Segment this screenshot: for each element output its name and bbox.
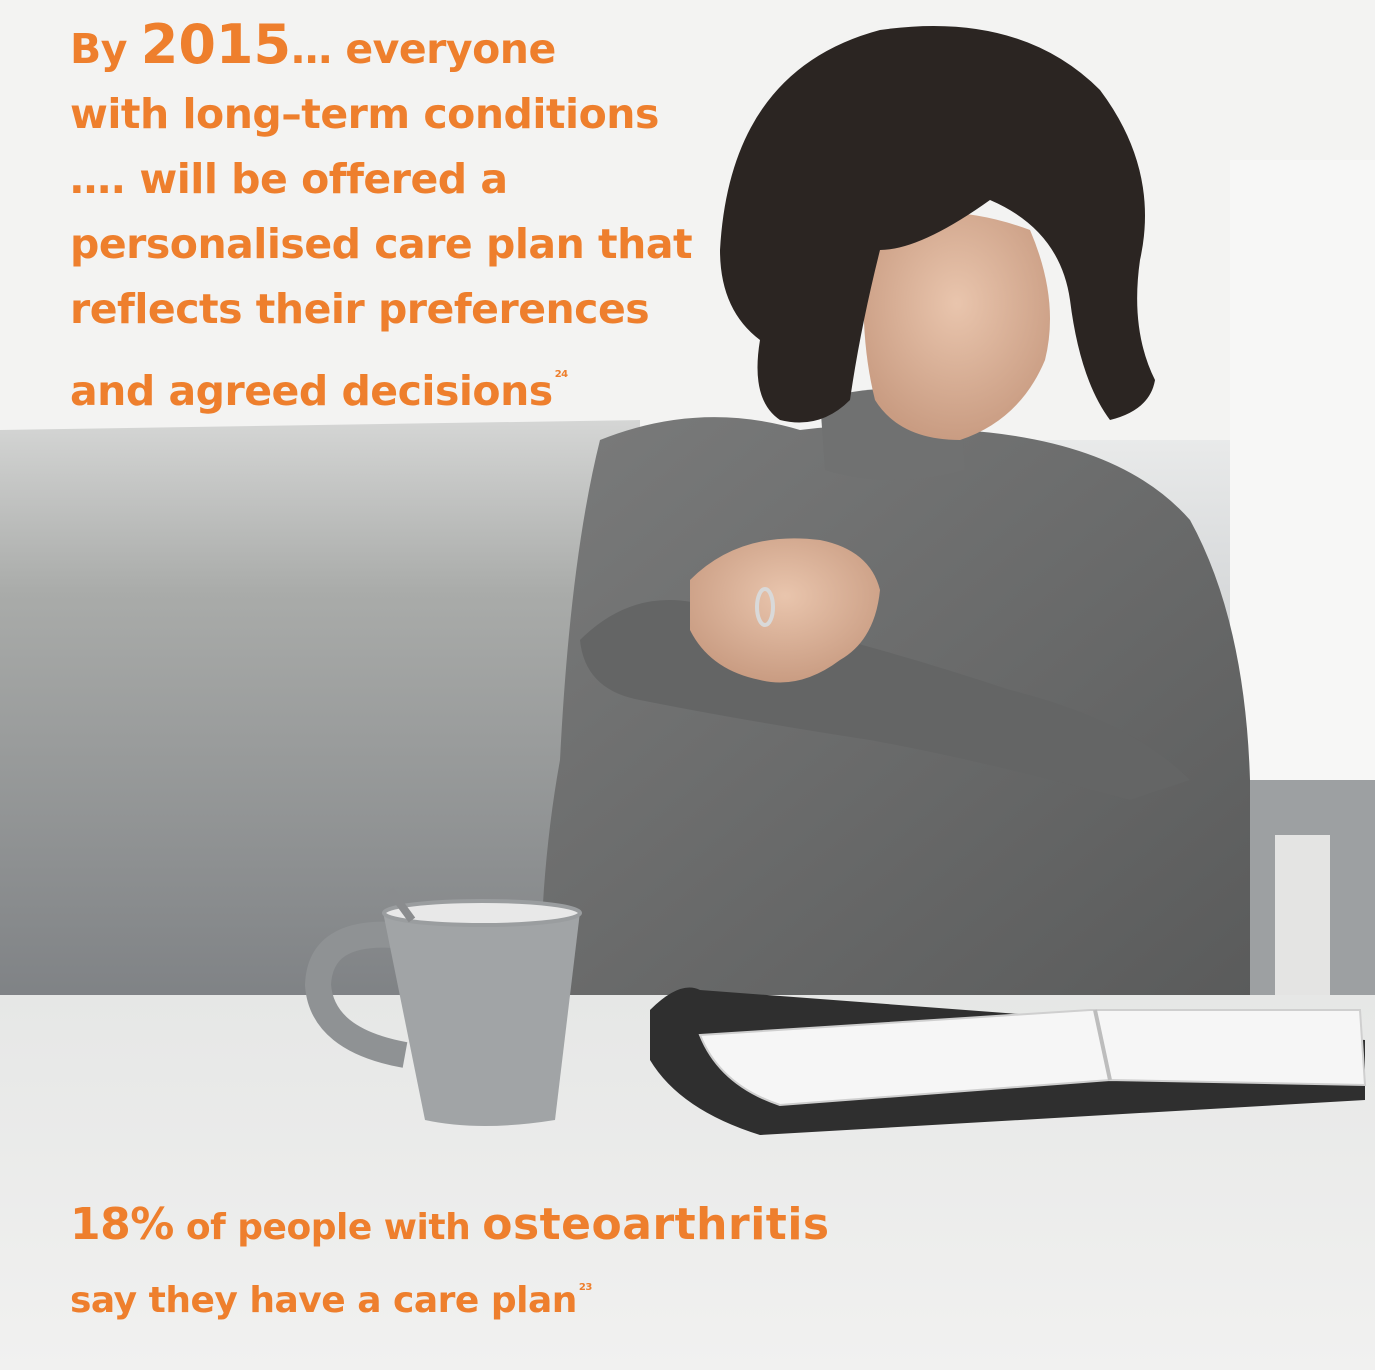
spoon bbox=[386, 887, 416, 923]
sofa-background bbox=[0, 420, 640, 1000]
window-frame bbox=[1230, 160, 1375, 780]
organizer-spine bbox=[1093, 1009, 1112, 1081]
headline-line-2: with long–term conditions bbox=[70, 90, 659, 138]
headline: By 2015… everyone with long–term conditi… bbox=[70, 12, 710, 424]
sofa-right-inner bbox=[1275, 835, 1330, 995]
mug-rim bbox=[382, 899, 582, 927]
headline-line-1-rest: … everyone bbox=[291, 25, 556, 73]
face bbox=[863, 212, 1050, 440]
statistic-reference: 23 bbox=[578, 1282, 592, 1293]
headline-line-5: reflects their preferences bbox=[70, 285, 650, 333]
headline-by: By bbox=[70, 25, 141, 73]
hands bbox=[690, 538, 880, 683]
statistic-condition: osteoarthritis bbox=[482, 1199, 830, 1250]
headline-line-3: …. will be offered a bbox=[70, 155, 508, 203]
ring bbox=[755, 587, 775, 627]
organizer-pages bbox=[698, 1009, 1367, 1107]
mug-handle bbox=[304, 921, 408, 1068]
headline-line-6: and agreed decisions 24 bbox=[70, 342, 710, 424]
headline-line-1: By 2015… everyone bbox=[70, 12, 710, 82]
statistic-percent: 18% bbox=[70, 1199, 174, 1250]
statistic-line-2-text: say they have a care plan bbox=[70, 1280, 577, 1321]
statistic-mid: of people with bbox=[173, 1207, 483, 1248]
hair bbox=[720, 26, 1155, 423]
statistic-line-2: say they have a care plan 23 bbox=[70, 1258, 970, 1331]
headline-line-4: personalised care plan that bbox=[70, 220, 693, 268]
mug bbox=[383, 912, 580, 1126]
headline-year: 2015 bbox=[140, 13, 292, 76]
headline-reference: 24 bbox=[554, 369, 568, 380]
statistic: 18% of people with osteoarthritis say th… bbox=[70, 1195, 970, 1331]
statistic-line-1: 18% of people with osteoarthritis bbox=[70, 1195, 970, 1258]
headline-line-6-text: and agreed decisions bbox=[70, 367, 553, 415]
